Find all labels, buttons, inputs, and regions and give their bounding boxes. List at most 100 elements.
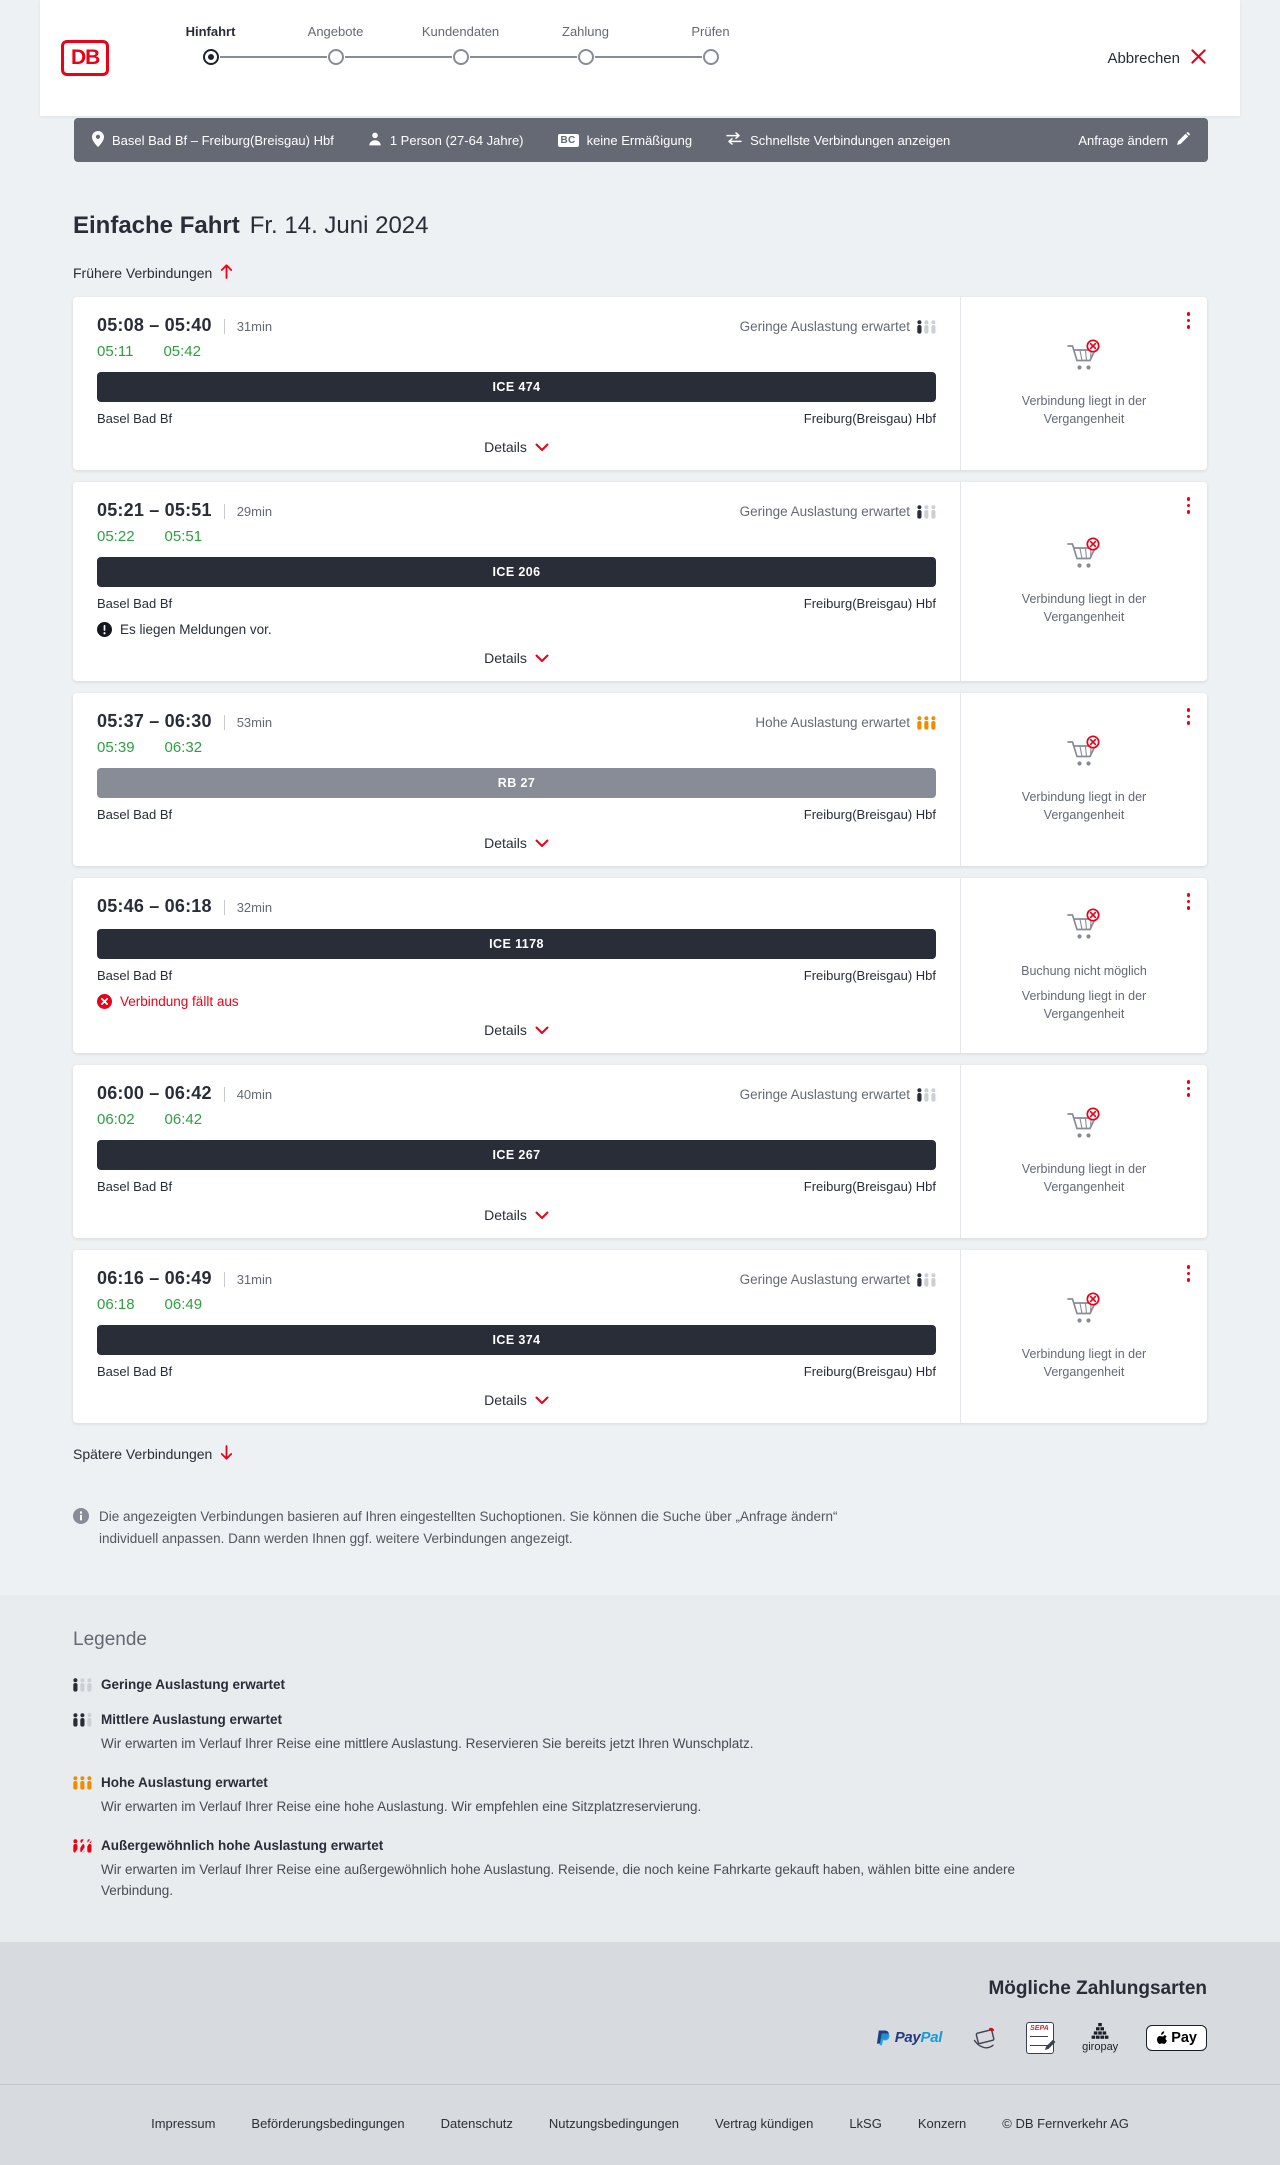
later-label: Spätere Verbindungen	[73, 1446, 213, 1462]
cart-unavailable-icon	[1067, 1292, 1100, 1323]
details-toggle[interactable]: Details	[97, 1194, 936, 1232]
details-label: Details	[484, 650, 527, 666]
chevron-down-icon	[535, 654, 549, 662]
details-toggle[interactable]: Details	[97, 426, 936, 464]
step-prüfen[interactable]: Prüfen	[594, 24, 773, 65]
cancel-button[interactable]: Abbrechen	[1107, 48, 1207, 69]
connection-header: 06:16 – 06:49 31min Geringe Auslastung e…	[97, 1268, 936, 1289]
more-options-button[interactable]	[1182, 703, 1196, 730]
location-pin-icon	[92, 130, 104, 150]
later-connections-link[interactable]: Spätere Verbindungen	[73, 1445, 233, 1463]
connection-header: 05:08 – 05:40 31min Geringe Auslastung e…	[97, 315, 936, 336]
legend-item-head: Mittlere Auslastung erwartet	[73, 1712, 1207, 1727]
details-toggle[interactable]: Details	[97, 637, 936, 675]
more-options-button[interactable]	[1182, 888, 1196, 915]
chevron-down-icon	[535, 1211, 549, 1219]
fastest-connections-toggle[interactable]: Schnellste Verbindungen anzeigen	[726, 132, 950, 148]
footer-link[interactable]: Datenschutz	[440, 2115, 513, 2131]
details-toggle[interactable]: Details	[97, 822, 936, 860]
more-options-button[interactable]	[1182, 492, 1196, 519]
more-options-button[interactable]	[1182, 1260, 1196, 1287]
connection-header: 05:21 – 05:51 29min Geringe Auslastung e…	[97, 500, 936, 521]
page-title: Einfache Fahrt Fr. 14. Juni 2024	[73, 212, 1207, 240]
connection-main: 06:16 – 06:49 31min Geringe Auslastung e…	[73, 1250, 960, 1423]
connection-card: 06:16 – 06:49 31min Geringe Auslastung e…	[73, 1250, 1207, 1423]
stepper: Hinfahrt Angebote Kundendaten Zahlung Pr…	[148, 24, 773, 65]
earlier-connections-link[interactable]: Frühere Verbindungen	[73, 264, 233, 282]
footer-link[interactable]: LkSG	[849, 2115, 882, 2131]
cart-unavailable	[1063, 339, 1105, 380]
destination-station: Freiburg(Breisgau) Hbf	[803, 968, 936, 983]
chevron-down-icon	[535, 1026, 549, 1034]
legend-item-head: Geringe Auslastung erwartet	[73, 1677, 1207, 1692]
discount-text: keine Ermäßigung	[586, 132, 693, 148]
legend-item: Mittlere Auslastung erwartet Wir erwarten…	[73, 1712, 1207, 1755]
booking-status-text: Buchung nicht möglich	[1021, 963, 1147, 978]
booking-status-text: Verbindung liegt in der Vergangenheit	[1021, 1347, 1147, 1379]
more-options-button[interactable]	[1182, 1075, 1196, 1102]
legend-item-head: Außergewöhnlich hohe Auslastung erwartet	[73, 1838, 1207, 1853]
details-toggle[interactable]: Details	[97, 1009, 936, 1047]
connection-message: Verbindung fällt aus	[97, 994, 936, 1009]
realtime-arrival: 06:32	[164, 739, 203, 756]
connection-main: 05:37 – 06:30 53min Hohe Auslastung erwa…	[73, 693, 960, 866]
occupancy-indicator: Geringe Auslastung erwartet	[740, 1272, 936, 1287]
giropay-icon: giropay	[1082, 2022, 1118, 2053]
step-kundendaten[interactable]: Kundendaten	[344, 24, 523, 65]
step-circle	[577, 49, 594, 65]
step-label: Kundendaten	[421, 24, 500, 39]
legend-item: Außergewöhnlich hohe Auslastung erwartet…	[73, 1838, 1207, 1902]
realtime-departure: 06:18	[97, 1296, 135, 1313]
cart-unavailable	[1063, 1107, 1105, 1148]
cart-unavailable	[1063, 735, 1105, 776]
legend-item-head: Hohe Auslastung erwartet	[73, 1775, 1207, 1790]
occupancy-high-icon	[73, 1775, 92, 1790]
step-label: Angebote	[307, 24, 364, 39]
connection-times: 06:16 – 06:49	[97, 1268, 212, 1288]
legend-item-desc: Wir erwarten im Verlauf Ihrer Reise eine…	[101, 1736, 754, 1752]
origin-station: Basel Bad Bf	[97, 1364, 173, 1379]
occupancy-exceptional-icon	[73, 1838, 92, 1853]
footer-link[interactable]: Konzern	[917, 2115, 967, 2131]
realtime-arrival: 06:49	[164, 1296, 203, 1313]
realtime-departure: 05:11	[97, 343, 134, 360]
train-line-bar: ICE 374	[97, 1325, 936, 1355]
footer-link[interactable]: Vertrag kündigen	[715, 2115, 814, 2131]
footer-link[interactable]: Impressum	[151, 2115, 216, 2131]
realtime-row: 05:22 05:51	[97, 528, 936, 545]
stations-row: Basel Bad Bf Freiburg(Breisgau) Hbf	[97, 968, 936, 983]
occupancy-label: Hohe Auslastung erwartet	[755, 715, 910, 730]
details-label: Details	[484, 835, 527, 851]
train-label: RB 27	[497, 776, 536, 790]
footer-links: Impressum Beförderungsbedingungen Datensch…	[0, 2116, 1280, 2131]
booking-panel: Verbindung liegt in der Vergangenheit	[960, 482, 1207, 681]
step-label: Hinfahrt	[185, 24, 236, 39]
change-request-button[interactable]: Anfrage ändern	[1078, 131, 1190, 149]
step-circle	[202, 49, 219, 65]
occupancy-label: Geringe Auslastung erwartet	[739, 319, 910, 334]
footer-link[interactable]: Nutzungsbedingungen	[548, 2115, 680, 2131]
step-hinfahrt[interactable]: Hinfahrt	[148, 24, 273, 65]
legend-item: Hohe Auslastung erwartet Wir erwarten im …	[73, 1775, 1207, 1818]
occupancy-label: Geringe Auslastung erwartet	[739, 1087, 910, 1102]
stations-row: Basel Bad Bf Freiburg(Breisgau) Hbf	[97, 807, 936, 822]
step-angebote[interactable]: Angebote	[219, 24, 398, 65]
occupancy-low-icon	[917, 319, 936, 334]
message-text: Verbindung fällt aus	[120, 994, 239, 1009]
connection-duration: 53min	[223, 715, 272, 730]
step-zahlung[interactable]: Zahlung	[469, 24, 648, 65]
connection-header: 06:00 – 06:42 40min Geringe Auslastung e…	[97, 1083, 936, 1104]
details-toggle[interactable]: Details	[97, 1379, 936, 1417]
cart-unavailable	[1063, 1292, 1105, 1333]
more-options-button[interactable]	[1182, 307, 1196, 334]
train-label: ICE 267	[492, 1148, 541, 1162]
footer-link[interactable]: Beförderungsbedingungen	[251, 2115, 405, 2131]
person-icon	[368, 132, 382, 149]
stations-row: Basel Bad Bf Freiburg(Breisgau) Hbf	[97, 596, 936, 611]
connection-card: 06:00 – 06:42 40min Geringe Auslastung e…	[73, 1065, 1207, 1238]
origin-station: Basel Bad Bf	[97, 1179, 173, 1194]
legend-items: Geringe Auslastung erwartet Mittlere Aus…	[73, 1677, 1207, 1902]
connection-times: 05:46 – 06:18	[97, 896, 212, 916]
footer: Impressum Beförderungsbedingungen Datensch…	[0, 2083, 1280, 2165]
